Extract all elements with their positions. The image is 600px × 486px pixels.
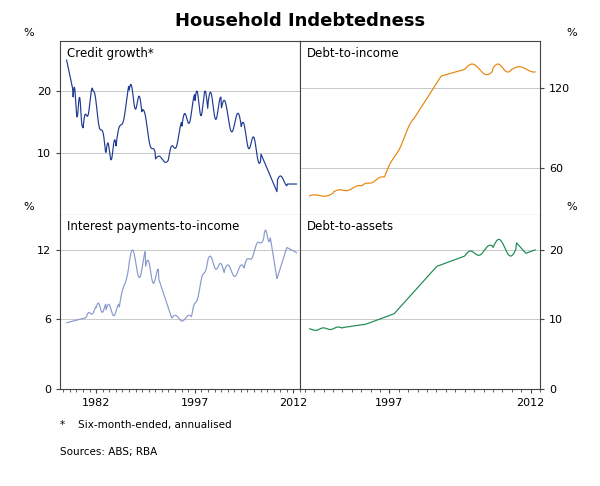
Text: Interest payments-to-income: Interest payments-to-income [67, 220, 239, 233]
Text: *    Six-month-ended, annualised: * Six-month-ended, annualised [60, 420, 232, 431]
Text: Sources: ABS; RBA: Sources: ABS; RBA [60, 447, 157, 457]
Text: Debt-to-assets: Debt-to-assets [307, 220, 394, 233]
Text: %: % [566, 202, 577, 211]
Text: %: % [23, 28, 34, 38]
Text: %: % [23, 202, 34, 211]
Text: %: % [566, 28, 577, 38]
Text: Debt-to-income: Debt-to-income [307, 47, 400, 59]
Text: Credit growth*: Credit growth* [67, 47, 154, 59]
Text: Household Indebtedness: Household Indebtedness [175, 12, 425, 30]
